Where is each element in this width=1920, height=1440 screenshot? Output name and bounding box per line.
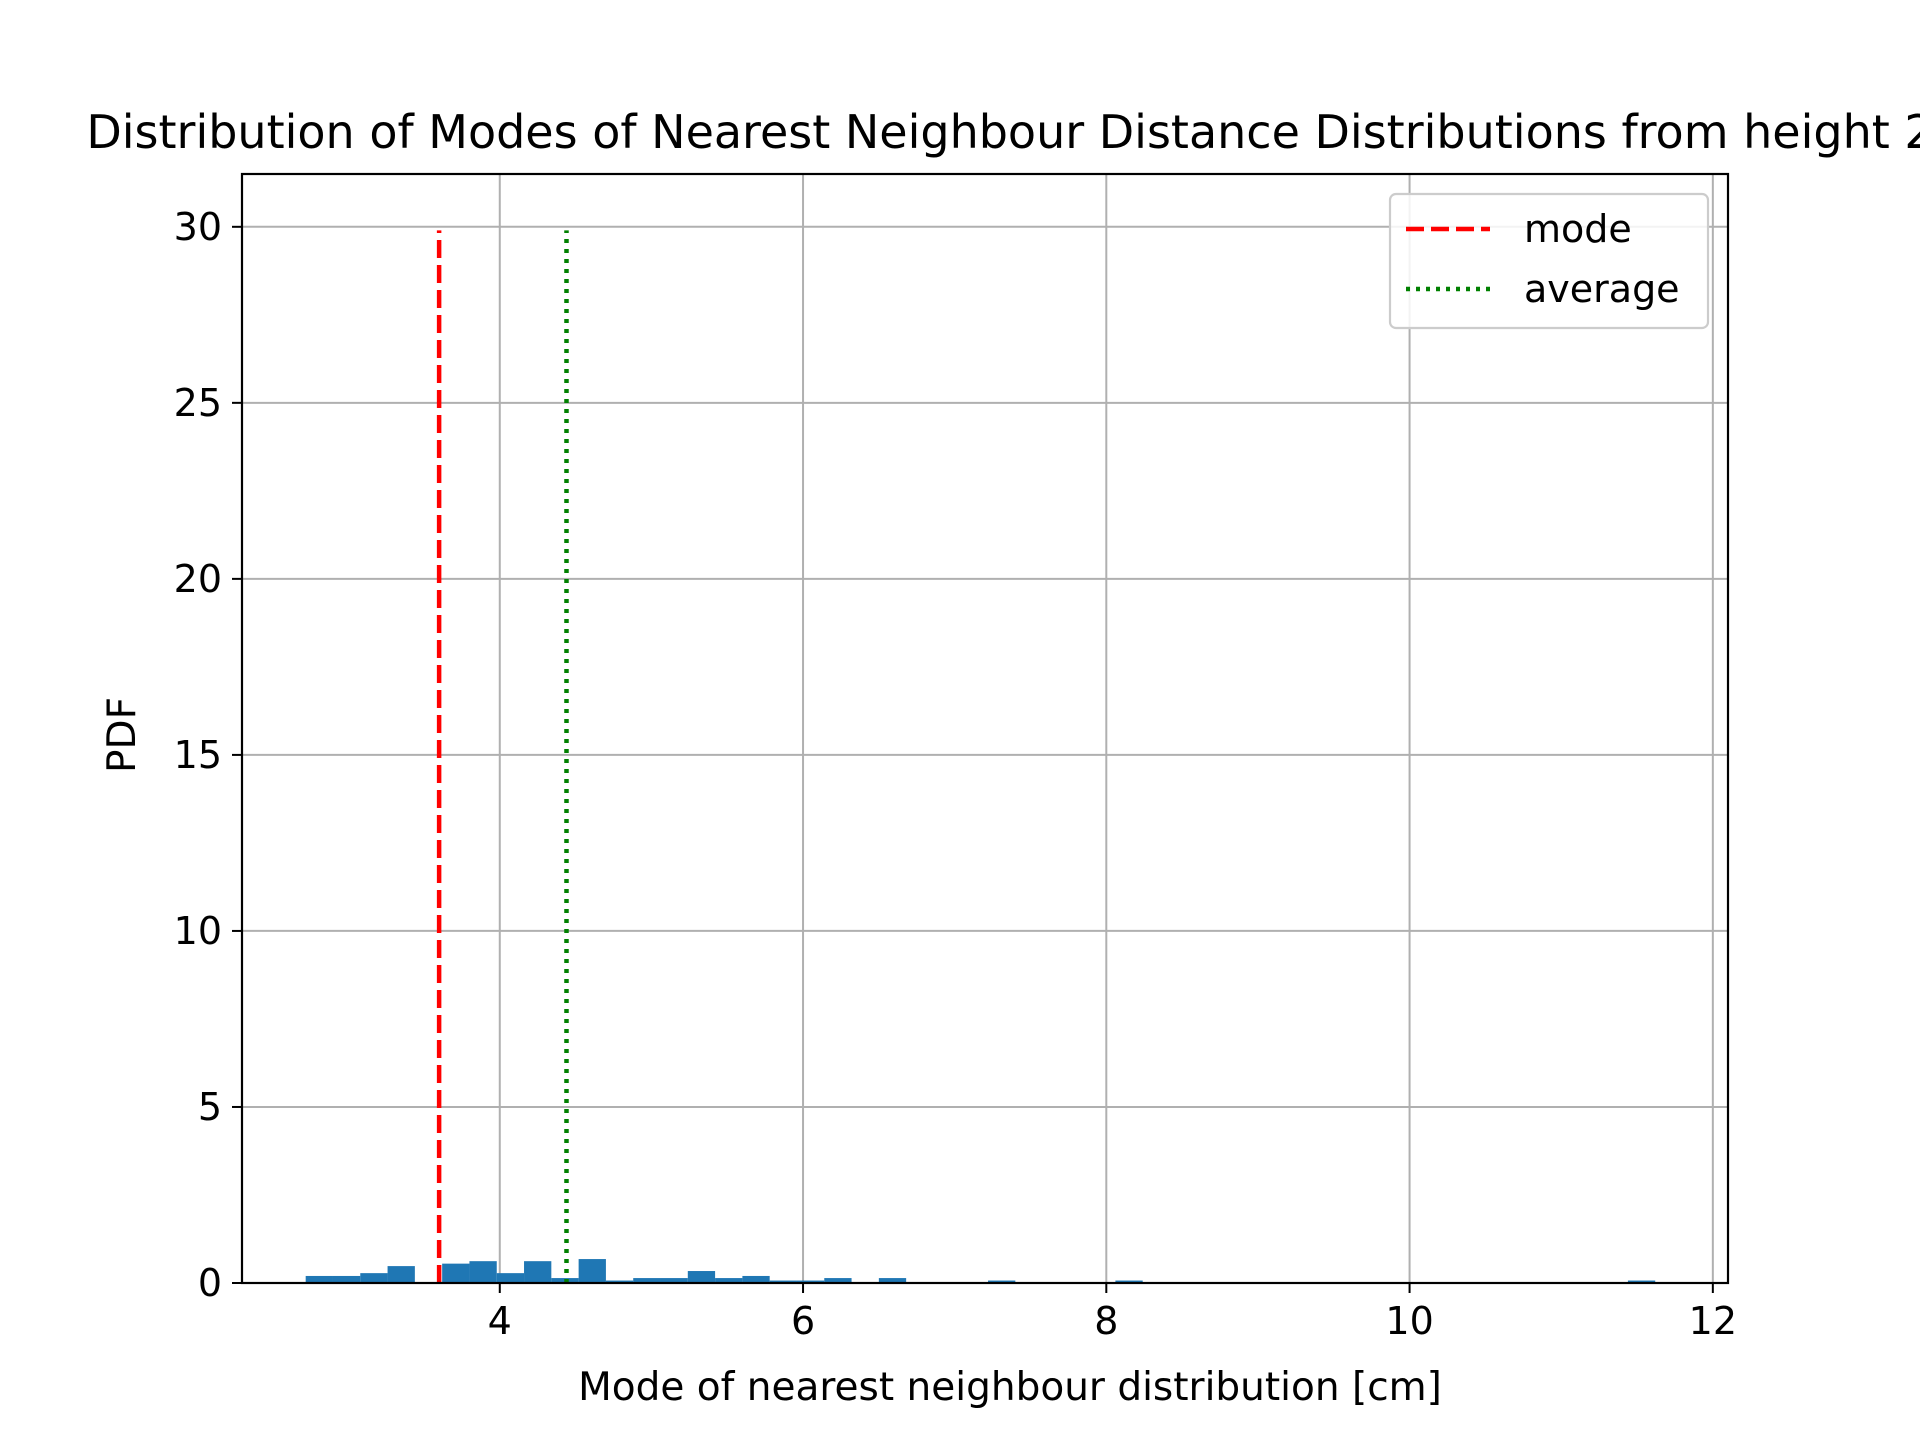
histogram-bar — [824, 1278, 852, 1283]
histogram-bar — [605, 1280, 634, 1283]
chart-title: Distribution of Modes of Nearest Neighbo… — [86, 105, 1920, 159]
histogram-bar — [387, 1266, 415, 1283]
y-tick-label: 30 — [174, 205, 222, 249]
y-tick-label: 0 — [198, 1261, 222, 1305]
histogram-bar — [660, 1278, 688, 1283]
x-tick-label: 12 — [1689, 1299, 1737, 1343]
x-tick-label: 10 — [1385, 1299, 1433, 1343]
x-tick-label: 6 — [791, 1299, 815, 1343]
legend-items: mode average — [1406, 207, 1680, 311]
histogram-bar — [442, 1263, 470, 1283]
histogram-bar — [988, 1280, 1016, 1283]
histogram-bar — [305, 1275, 333, 1283]
histogram-bar — [633, 1278, 661, 1283]
histogram-bar — [1627, 1280, 1656, 1283]
histogram-bar — [469, 1261, 497, 1283]
histogram-bar — [796, 1280, 825, 1283]
y-axis-label: PDF — [100, 697, 145, 773]
histogram-bar — [742, 1275, 770, 1283]
y-tick-label: 15 — [174, 733, 222, 777]
y-tick-label: 20 — [174, 557, 222, 601]
histogram-bar — [1115, 1280, 1143, 1283]
y-tick-label: 10 — [174, 909, 222, 953]
x-tick-label: 8 — [1094, 1299, 1118, 1343]
histogram-bar — [769, 1280, 797, 1283]
legend-label-mode: mode — [1524, 207, 1632, 251]
y-tick-label: 25 — [174, 381, 222, 425]
histogram-bar — [687, 1271, 716, 1283]
legend-label-average: average — [1524, 267, 1680, 311]
y-axis-ticks: 0 5 10 15 20 25 30 — [174, 205, 242, 1305]
histogram-bar — [332, 1275, 361, 1283]
grid-lines — [242, 174, 1728, 1284]
reference-lines — [436, 230, 569, 1283]
x-axis-ticks: 4 6 8 10 12 — [488, 1283, 1737, 1343]
x-tick-label: 4 — [488, 1299, 512, 1343]
histogram-bar — [496, 1273, 525, 1283]
histogram-bar — [578, 1259, 606, 1283]
histogram-bar — [715, 1278, 743, 1283]
x-axis-label: Mode of nearest neighbour distribution [… — [578, 1365, 1442, 1410]
legend: mode average — [1388, 192, 1710, 330]
y-tick-label: 5 — [198, 1085, 222, 1129]
histogram-bar — [360, 1273, 388, 1283]
plot-area-frame — [240, 172, 1730, 1285]
histogram-bar — [524, 1261, 552, 1283]
histogram-bar — [878, 1278, 907, 1283]
